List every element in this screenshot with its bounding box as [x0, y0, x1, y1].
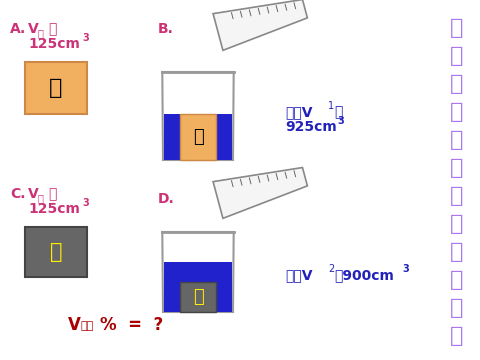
Text: ＝900cm: ＝900cm — [334, 268, 394, 282]
Bar — [180, 262, 216, 282]
Text: V: V — [68, 316, 81, 334]
Text: 测: 测 — [450, 18, 464, 38]
Text: V: V — [28, 22, 39, 36]
Text: 1: 1 — [328, 101, 334, 111]
Text: 土: 土 — [450, 74, 464, 94]
Text: D.: D. — [158, 192, 175, 206]
Text: 的: 的 — [450, 214, 464, 234]
Text: ＝: ＝ — [334, 105, 342, 119]
Text: V: V — [28, 187, 39, 201]
Text: 铁: 铁 — [192, 288, 204, 306]
Text: 3: 3 — [337, 116, 344, 126]
Text: 体: 体 — [450, 242, 464, 262]
Text: 3: 3 — [402, 264, 409, 274]
Text: 125cm: 125cm — [28, 37, 80, 51]
Polygon shape — [213, 167, 307, 219]
Text: 数: 数 — [450, 326, 464, 346]
Text: 2: 2 — [328, 264, 334, 274]
Text: 空气: 空气 — [80, 321, 93, 331]
Text: 气: 气 — [450, 186, 464, 206]
Text: 土: 土 — [192, 128, 204, 146]
Bar — [180, 282, 216, 312]
Text: %  =  ?: % = ? — [100, 316, 163, 334]
Text: 壤: 壤 — [450, 102, 464, 122]
Text: 定: 定 — [450, 46, 464, 66]
Text: ＝: ＝ — [48, 22, 56, 36]
Text: A.: A. — [10, 22, 26, 36]
Bar — [25, 62, 87, 114]
Text: 分: 分 — [450, 298, 464, 318]
Text: ＝: ＝ — [48, 187, 56, 201]
Bar — [25, 227, 87, 277]
Text: 加水V: 加水V — [285, 268, 312, 282]
Text: 积: 积 — [450, 270, 464, 290]
Text: 铁: 铁 — [38, 193, 44, 203]
Text: 125cm: 125cm — [28, 202, 80, 216]
Text: 中: 中 — [450, 130, 464, 150]
Text: 925cm: 925cm — [285, 120, 337, 134]
Text: 土: 土 — [38, 28, 44, 38]
Polygon shape — [162, 72, 234, 160]
Bar — [164, 114, 180, 160]
Text: B.: B. — [158, 22, 174, 36]
Text: 土: 土 — [49, 78, 63, 98]
Text: 3: 3 — [82, 33, 89, 43]
Text: 空: 空 — [450, 158, 464, 178]
Text: C.: C. — [10, 187, 25, 201]
Text: 铁: 铁 — [50, 242, 62, 262]
Bar — [216, 262, 232, 312]
Bar — [180, 114, 216, 160]
Polygon shape — [162, 232, 234, 312]
Bar — [164, 262, 180, 312]
Bar — [216, 114, 232, 160]
Polygon shape — [213, 0, 307, 50]
Text: 3: 3 — [82, 198, 89, 208]
Text: 加水V: 加水V — [285, 105, 312, 119]
